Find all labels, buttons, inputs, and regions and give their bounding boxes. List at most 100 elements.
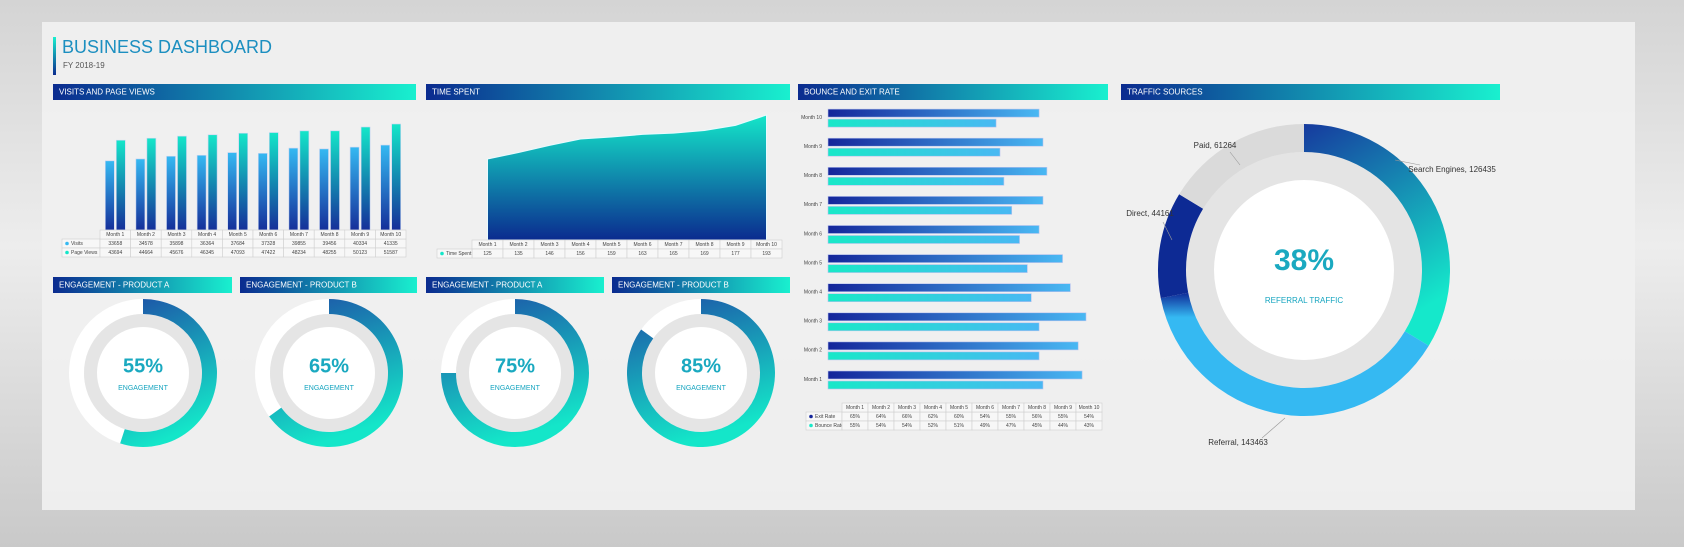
- table-value: 62%: [928, 414, 939, 420]
- legend-dot: [809, 414, 813, 419]
- center-caption: REFERRAL TRAFFIC: [1265, 296, 1343, 305]
- x-tick-label: Month 1: [846, 405, 864, 411]
- section-title: ENGAGEMENT - PRODUCT A: [432, 281, 543, 290]
- x-tick-label: Month 1: [478, 242, 496, 248]
- table-cell: [436, 248, 473, 259]
- table-value: 45676: [170, 250, 184, 256]
- bar: [330, 130, 340, 231]
- leader-line: [1261, 417, 1286, 439]
- x-tick-label: Month 9: [351, 232, 369, 238]
- table-value: 165: [669, 251, 678, 257]
- bar: [827, 167, 1048, 176]
- table-value: 169: [700, 251, 709, 257]
- section-header: [1121, 84, 1500, 100]
- legend-label: Page Views: [71, 250, 98, 256]
- table-value: 54%: [980, 414, 991, 420]
- table-value: 193: [762, 251, 771, 257]
- bar: [257, 152, 268, 231]
- bar: [827, 137, 1044, 147]
- table-value: 49%: [980, 423, 991, 429]
- x-tick-label: Month 3: [898, 405, 916, 411]
- donut-caption: ENGAGEMENT: [118, 385, 169, 392]
- section-title: VISITS AND PAGE VIEWS: [59, 88, 155, 97]
- y-tick-label: Month 5: [804, 260, 822, 266]
- table-value: 43694: [108, 250, 122, 256]
- x-tick-label: Month 8: [1028, 405, 1046, 411]
- table-value: 36364: [200, 241, 214, 247]
- leader-line: [1394, 159, 1421, 166]
- slice-label: Paid, 61264: [1194, 141, 1237, 150]
- table-cell: [1075, 420, 1103, 431]
- bar: [166, 155, 176, 231]
- bar: [349, 146, 360, 231]
- dashboard-subtitle: FY 2018-19: [63, 61, 105, 70]
- table-value: 47422: [261, 250, 275, 256]
- section-header: [426, 277, 604, 293]
- section-title: TRAFFIC SOURCES: [1127, 88, 1203, 97]
- table-value: 163: [638, 251, 647, 257]
- section-header: [53, 84, 416, 100]
- table-value: 146: [545, 251, 554, 257]
- bar: [105, 160, 115, 231]
- table-value: 37328: [261, 241, 275, 247]
- bar: [288, 147, 299, 231]
- legend-dot: [65, 250, 69, 255]
- bar: [827, 196, 1044, 205]
- bar: [827, 312, 1087, 322]
- pie-slice: [1179, 124, 1304, 209]
- table-value: 54%: [1084, 414, 1095, 420]
- y-tick-label: Month 7: [804, 202, 822, 208]
- bar: [827, 380, 1044, 390]
- bar: [299, 130, 310, 231]
- y-tick-label: Month 8: [804, 173, 822, 179]
- ring-center: [469, 327, 561, 419]
- table-value: 51%: [954, 423, 965, 429]
- table-value: 156: [576, 251, 585, 257]
- x-tick-label: Month 5: [950, 405, 968, 411]
- bar: [177, 135, 187, 231]
- table-value: 51587: [384, 250, 398, 256]
- bar: [827, 235, 1020, 244]
- section-title: ENGAGEMENT - PRODUCT B: [618, 281, 729, 290]
- donut-caption: ENGAGEMENT: [676, 385, 727, 392]
- x-tick-label: Month 10: [756, 242, 777, 248]
- legend-label: Bounce Rate: [815, 423, 844, 429]
- x-tick-label: Month 7: [1002, 405, 1020, 411]
- bar: [146, 137, 157, 231]
- x-tick-label: Month 3: [540, 242, 558, 248]
- bar: [827, 293, 1032, 303]
- table-value: 45%: [1032, 423, 1043, 429]
- x-tick-label: Month 2: [509, 242, 527, 248]
- table-value: 177: [731, 251, 740, 257]
- table-value: 44%: [1058, 423, 1069, 429]
- legend-dot: [809, 423, 813, 428]
- donut-caption: ENGAGEMENT: [304, 385, 355, 392]
- x-tick-label: Month 5: [602, 242, 620, 248]
- table-value: 135: [514, 251, 523, 257]
- donut-value: 65%: [309, 355, 349, 377]
- section-header: [426, 84, 790, 100]
- section-header: [798, 84, 1108, 100]
- table-value: 34578: [139, 241, 153, 247]
- table-value: 52%: [928, 423, 939, 429]
- bar: [827, 351, 1040, 361]
- bar: [827, 322, 1040, 332]
- y-tick-label: Month 3: [804, 319, 822, 325]
- x-tick-label: Month 5: [229, 232, 247, 238]
- table-value: 60%: [954, 414, 965, 420]
- donut-value: 55%: [123, 355, 163, 377]
- bar: [827, 341, 1079, 351]
- bar: [268, 132, 279, 231]
- table-value: 66%: [902, 414, 913, 420]
- bar: [827, 108, 1040, 118]
- center-value: 38%: [1274, 244, 1334, 277]
- slice-label: Search Engines, 126435: [1408, 165, 1496, 174]
- donut-value: 75%: [495, 355, 535, 377]
- bar: [827, 118, 997, 128]
- x-tick-label: Month 6: [633, 242, 651, 248]
- slice-label: Referral, 143463: [1208, 438, 1268, 447]
- bar: [827, 177, 1005, 186]
- x-tick-label: Month 8: [320, 232, 338, 238]
- x-tick-label: Month 4: [198, 232, 216, 238]
